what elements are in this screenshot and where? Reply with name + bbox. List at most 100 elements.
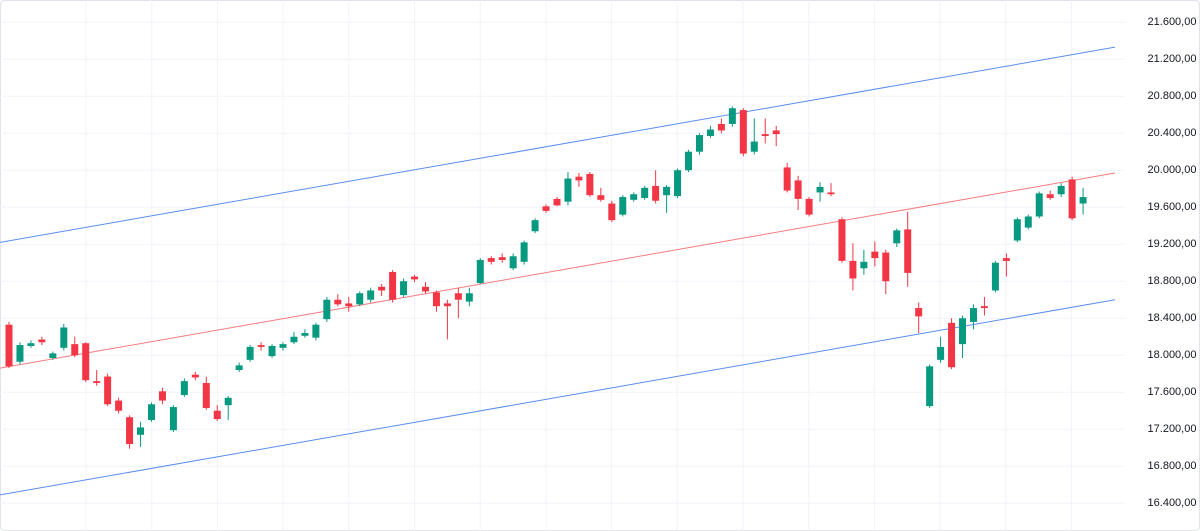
candle-body bbox=[312, 324, 320, 338]
candle-body bbox=[750, 141, 758, 152]
candle-body bbox=[202, 382, 210, 408]
candle-body bbox=[268, 345, 276, 357]
candle-body bbox=[849, 260, 857, 279]
candle-body bbox=[16, 345, 24, 362]
candle-body bbox=[816, 186, 824, 193]
candle-body bbox=[137, 427, 145, 435]
candle-body bbox=[465, 293, 473, 302]
candle-body bbox=[1024, 216, 1032, 228]
candle-body bbox=[904, 229, 912, 273]
y-tick-label: 16.400,00 bbox=[1148, 497, 1197, 509]
candle-body bbox=[290, 336, 298, 343]
candle-body bbox=[38, 339, 46, 343]
candle-body bbox=[158, 391, 166, 401]
y-tick-label: 19.600,00 bbox=[1148, 201, 1197, 213]
candle-body bbox=[27, 343, 35, 346]
candle-body bbox=[783, 167, 791, 191]
candle-body bbox=[378, 286, 386, 291]
candle-body bbox=[728, 108, 736, 124]
y-tick-label: 20.800,00 bbox=[1148, 90, 1197, 102]
candle-body bbox=[542, 206, 550, 211]
candle-body bbox=[421, 286, 429, 292]
candle-body bbox=[60, 327, 68, 348]
candle-body bbox=[1079, 197, 1087, 204]
candle-body bbox=[717, 123, 725, 131]
candle-body bbox=[663, 186, 671, 196]
candle-body bbox=[1068, 179, 1076, 219]
candle-body bbox=[323, 299, 331, 320]
candle-body bbox=[937, 346, 945, 360]
candle-body bbox=[487, 258, 495, 262]
candle-body bbox=[432, 292, 440, 307]
candle-body bbox=[969, 308, 977, 322]
candle-body bbox=[586, 173, 594, 196]
candle-body bbox=[564, 178, 572, 202]
candle-body bbox=[126, 417, 134, 445]
candle-body bbox=[772, 130, 780, 135]
candle-body bbox=[915, 308, 923, 317]
candle-body bbox=[509, 256, 517, 269]
candle-body bbox=[991, 262, 999, 291]
candle-body bbox=[980, 306, 988, 309]
candle-body bbox=[367, 290, 375, 300]
candle-body bbox=[685, 151, 693, 171]
candle-body bbox=[794, 180, 802, 199]
candle-body bbox=[246, 346, 254, 360]
candle-body bbox=[597, 195, 605, 200]
channel-line bbox=[0, 299, 1116, 496]
candle-body bbox=[739, 110, 747, 154]
y-tick-label: 17.600,00 bbox=[1148, 386, 1197, 398]
candle-body bbox=[630, 194, 638, 200]
candle-body bbox=[5, 324, 13, 367]
candle-body bbox=[674, 170, 682, 197]
candle-body bbox=[389, 271, 397, 300]
candle-body bbox=[805, 198, 813, 215]
candle-body bbox=[871, 251, 879, 259]
plot bbox=[0, 46, 1116, 496]
y-tick-label: 16.800,00 bbox=[1148, 460, 1197, 472]
candle-body bbox=[257, 345, 265, 347]
candle-body bbox=[838, 219, 846, 261]
candle-body bbox=[553, 198, 561, 206]
candle-body bbox=[169, 407, 177, 431]
candle-body bbox=[706, 129, 714, 136]
candle-body bbox=[224, 397, 232, 406]
candle-body bbox=[1057, 185, 1065, 195]
y-tick-label: 21.600,00 bbox=[1148, 16, 1197, 28]
candle-body bbox=[761, 134, 769, 136]
candle-body bbox=[411, 276, 419, 280]
candle-body bbox=[49, 353, 57, 359]
candle-body bbox=[454, 293, 462, 300]
candle-body bbox=[608, 203, 616, 221]
candle-body bbox=[235, 365, 243, 371]
candle-body bbox=[882, 252, 890, 282]
candle-body bbox=[147, 404, 155, 420]
candle-body bbox=[575, 176, 583, 181]
candle-body bbox=[641, 187, 649, 198]
candle-body bbox=[93, 381, 101, 383]
candle-body bbox=[893, 230, 901, 244]
y-tick-label: 18.000,00 bbox=[1148, 349, 1197, 361]
price-axis: 16.400,00 16.800,00 17.200,00 17.600,00 18.0… bbox=[1148, 16, 1197, 509]
candle-body bbox=[531, 220, 539, 232]
y-tick-label: 21.200,00 bbox=[1148, 53, 1197, 65]
candle-body bbox=[443, 303, 451, 307]
candle-body bbox=[356, 293, 364, 305]
candle-body bbox=[695, 135, 703, 152]
y-tick-label: 17.200,00 bbox=[1148, 423, 1197, 435]
candle-body bbox=[1002, 258, 1010, 261]
candle-body bbox=[520, 242, 528, 262]
candle-body bbox=[498, 257, 506, 260]
candle-body bbox=[180, 381, 188, 396]
candle-body bbox=[1046, 194, 1054, 198]
candle-body bbox=[301, 333, 309, 336]
candle-body bbox=[82, 343, 90, 381]
candle-body bbox=[652, 185, 660, 201]
candle-body bbox=[115, 400, 123, 411]
channel-line bbox=[0, 46, 1116, 243]
y-tick-label: 18.400,00 bbox=[1148, 312, 1197, 324]
candle-body bbox=[213, 410, 221, 420]
candle-body bbox=[1013, 219, 1021, 241]
candle-body bbox=[926, 366, 934, 407]
